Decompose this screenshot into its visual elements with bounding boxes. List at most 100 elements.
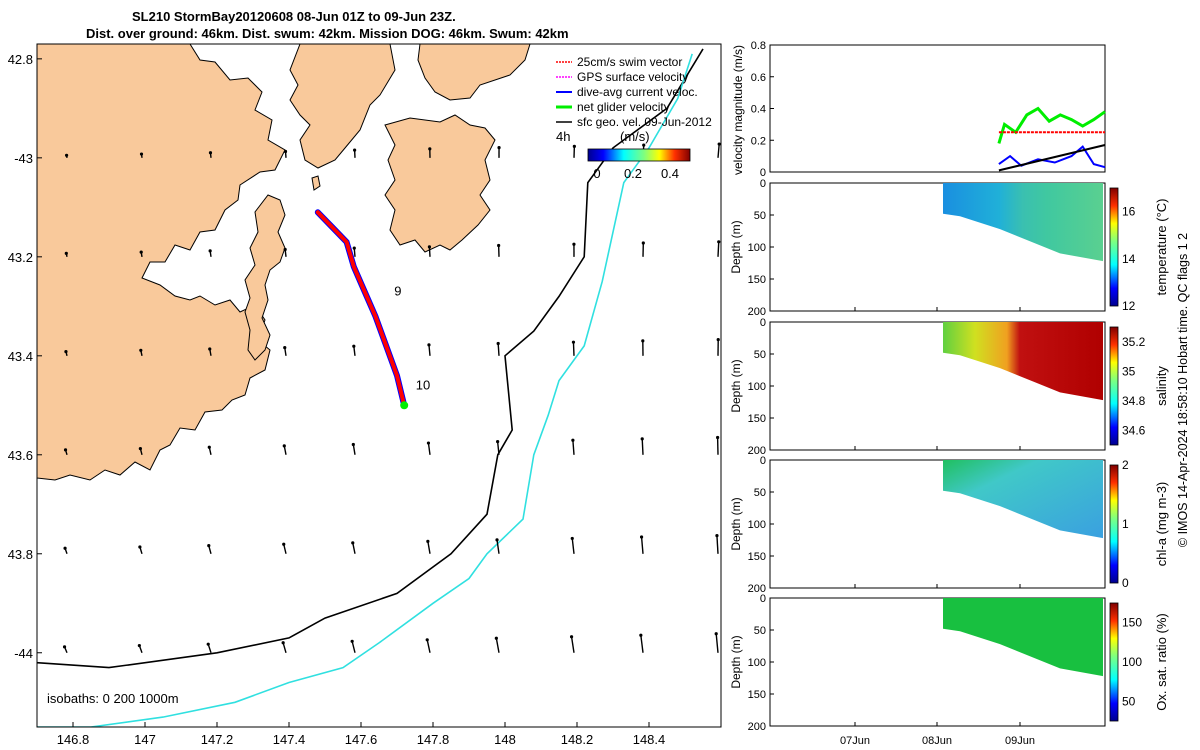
colorbar-label: temperature (°C) [1154, 199, 1169, 296]
velocity-vector [208, 249, 212, 257]
colorbar-tick: 0 [1122, 576, 1129, 590]
map-colorbar: 4h (m/s) 0 0.2 0.4 [556, 129, 691, 181]
colorbar-tick: 50 [1122, 694, 1136, 708]
depth-ytick: 100 [748, 381, 766, 393]
colorbar-tick: 34.8 [1122, 394, 1146, 408]
map-xtick-label: 147 [134, 732, 156, 747]
map-ytick-label: 43.4 [8, 349, 33, 364]
velocity-vector [283, 247, 287, 257]
velocity-vector [427, 343, 431, 356]
velocity-ytick: 0.6 [751, 72, 766, 84]
time-tick-09jun: 09Jun [1005, 735, 1035, 747]
colorbar-tick: 100 [1122, 655, 1142, 669]
velocity-vector [497, 243, 501, 257]
velocity-vector [283, 149, 288, 158]
velocity-vector [495, 538, 500, 554]
map-panel: 9 10 146.8 147 147.2 147.4 147.6 147.8 148 148.2… [8, 43, 722, 747]
depth-section-fill [943, 460, 1103, 539]
velocity-vector [641, 241, 645, 257]
velocity-vector [208, 151, 213, 158]
glider-track [315, 210, 407, 408]
depth-ytick: 150 [748, 689, 766, 701]
velocity-vector [641, 339, 645, 356]
velocity-vector [206, 642, 212, 653]
map-ytick-label: 42.8 [8, 52, 33, 67]
map-ytick-label: 43.8 [8, 547, 33, 562]
map-xtick-label: 147.2 [201, 732, 234, 747]
velocity-vector [139, 152, 144, 158]
depth-ylabel: Depth (m) [729, 635, 743, 688]
land-tasmania [37, 44, 286, 481]
velocity-vector [716, 435, 720, 455]
depth-panel-4: 0 50 100 150 200 Depth (m) 150 100 50 Ox. sat. ra… [729, 593, 1169, 733]
depth-panel-2: 0 50 100 150 200 Depth (m) 35.2 35 34.8 34.6 salin… [729, 317, 1169, 457]
velocity-vector [428, 147, 432, 158]
depth-ytick: 150 [748, 274, 766, 286]
depth-ytick: 150 [748, 413, 766, 425]
map-xtick-label: 147.4 [273, 732, 306, 747]
time-tick-07jun: 07Jun [840, 735, 870, 747]
surface-velocity-vectors [62, 142, 721, 654]
velocity-vector [496, 440, 500, 455]
velocity-vector [352, 344, 356, 356]
velocity-ytick: 0 [760, 167, 766, 179]
copyright-note: © IMOS 14-Apr-2024 18:58:10 Hobart time.… [1176, 233, 1190, 547]
depth-ytick: 200 [748, 306, 766, 318]
colorbar-tick-1: 0.2 [624, 166, 642, 181]
colorbar-tick: 16 [1122, 205, 1136, 219]
colorbar-units: (m/s) [620, 129, 650, 144]
velocity-vector [570, 536, 575, 554]
colorbar-tick-2: 0.4 [661, 166, 679, 181]
isobath-1000m-line [37, 53, 693, 727]
depth-colorbar [1109, 326, 1119, 446]
map-xtick-label: 148.4 [633, 732, 666, 747]
depth-ytick: 0 [760, 317, 766, 329]
depth-colorbar [1109, 602, 1119, 722]
map-xtick-label: 148.2 [561, 732, 594, 747]
day-label-10: 10 [416, 378, 430, 393]
velocity-vector [717, 142, 721, 158]
map-frame [36, 43, 722, 728]
map-legend: 25cm/s swim vector GPS surface velocity … [556, 55, 712, 129]
velocity-vector [572, 144, 576, 158]
velocity-vector [426, 539, 431, 554]
velocity-ticks: 0 0.2 0.4 0.6 0.8 [751, 40, 774, 179]
velocity-vector [353, 148, 357, 158]
depth-panel-3: 0 50 100 150 200 Depth (m) 2 1 0 chl-a (mg m-3) [729, 455, 1169, 595]
colorbar-tick: 35 [1122, 364, 1136, 378]
depth-ytick: 50 [754, 625, 766, 637]
isobath-footnote: isobaths: 0 200 1000m [47, 691, 179, 706]
velocity-series-line [998, 144, 1106, 172]
velocity-vector [715, 533, 719, 554]
depth-ytick: 0 [760, 593, 766, 605]
velocity-vector [137, 643, 143, 654]
colorbar-tick: 35.2 [1122, 335, 1146, 349]
glider-end-marker [400, 401, 409, 410]
velocity-vector [139, 250, 143, 257]
depth-ylabel: Depth (m) [729, 359, 743, 412]
depth-ytick: 50 [754, 349, 766, 361]
velocity-vector [207, 445, 212, 455]
depth-ytick: 150 [748, 551, 766, 563]
depth-section-fill [943, 322, 1103, 401]
velocity-series [997, 106, 1106, 172]
depth-ytick: 200 [748, 583, 766, 595]
map-ytick-label: -44 [14, 646, 33, 661]
colorbar-left-label: 4h [556, 129, 570, 144]
colorbar-label: salinity [1154, 366, 1169, 406]
velocity-vector [282, 444, 287, 455]
land-bruny [244, 194, 286, 361]
colorbar-tick: 1 [1122, 517, 1129, 531]
legend-swim-vector: 25cm/s swim vector [577, 55, 682, 69]
velocity-vector [281, 641, 287, 653]
velocity-vector [351, 541, 356, 554]
velocity-vector [64, 349, 68, 356]
velocity-vector [571, 438, 575, 455]
velocity-ytick: 0.4 [751, 104, 766, 116]
velocity-vector [639, 633, 644, 653]
depth-ytick: 50 [754, 210, 766, 222]
colorbar-label: chl-a (mg m-3) [1154, 482, 1169, 567]
colorbar-tick: 34.6 [1122, 423, 1146, 437]
depth-colorbar [1109, 187, 1119, 307]
